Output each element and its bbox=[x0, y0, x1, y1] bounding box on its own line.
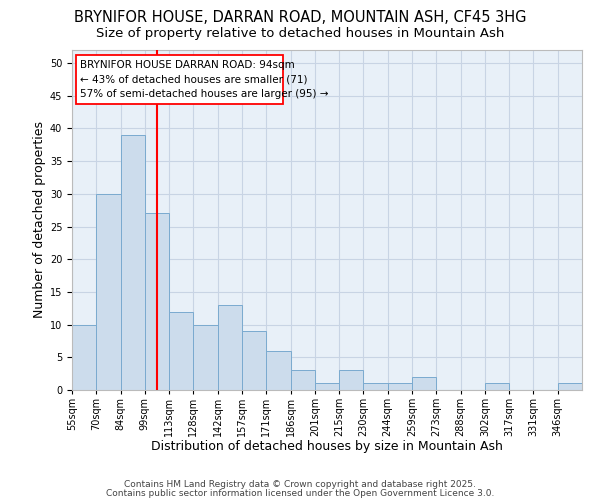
Text: BRYNIFOR HOUSE, DARRAN ROAD, MOUNTAIN ASH, CF45 3HG: BRYNIFOR HOUSE, DARRAN ROAD, MOUNTAIN AS… bbox=[74, 10, 526, 25]
Bar bbox=[412, 377, 436, 390]
Text: Contains HM Land Registry data © Crown copyright and database right 2025.: Contains HM Land Registry data © Crown c… bbox=[124, 480, 476, 489]
Bar bbox=[72, 324, 96, 390]
Bar bbox=[169, 312, 193, 390]
Bar bbox=[121, 135, 145, 390]
FancyBboxPatch shape bbox=[76, 55, 283, 104]
Bar bbox=[364, 384, 388, 390]
Bar bbox=[193, 324, 218, 390]
Text: Size of property relative to detached houses in Mountain Ash: Size of property relative to detached ho… bbox=[96, 28, 504, 40]
Y-axis label: Number of detached properties: Number of detached properties bbox=[32, 122, 46, 318]
Bar bbox=[388, 384, 412, 390]
Bar bbox=[266, 351, 290, 390]
Bar bbox=[339, 370, 364, 390]
Bar bbox=[218, 305, 242, 390]
Bar bbox=[96, 194, 121, 390]
X-axis label: Distribution of detached houses by size in Mountain Ash: Distribution of detached houses by size … bbox=[151, 440, 503, 454]
Bar bbox=[242, 331, 266, 390]
Bar bbox=[145, 214, 169, 390]
Bar bbox=[485, 384, 509, 390]
Bar bbox=[290, 370, 315, 390]
Text: BRYNIFOR HOUSE DARRAN ROAD: 94sqm
← 43% of detached houses are smaller (71)
57% : BRYNIFOR HOUSE DARRAN ROAD: 94sqm ← 43% … bbox=[80, 60, 329, 99]
Bar bbox=[558, 384, 582, 390]
Text: Contains public sector information licensed under the Open Government Licence 3.: Contains public sector information licen… bbox=[106, 488, 494, 498]
Bar bbox=[315, 384, 339, 390]
